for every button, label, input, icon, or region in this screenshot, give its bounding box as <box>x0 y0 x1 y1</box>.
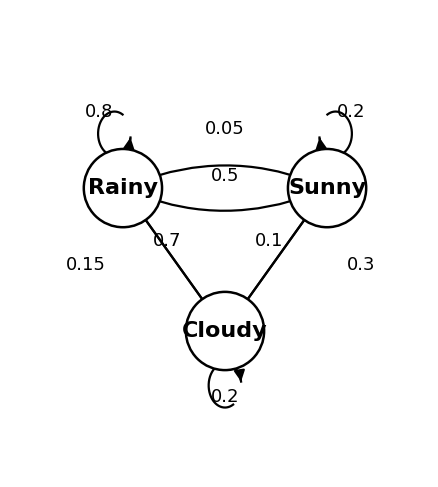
Text: Sunny: Sunny <box>287 178 365 198</box>
Circle shape <box>287 149 365 227</box>
Text: 0.3: 0.3 <box>346 256 374 274</box>
Text: Cloudy: Cloudy <box>182 321 267 341</box>
Text: 0.1: 0.1 <box>254 232 283 250</box>
Text: 0.05: 0.05 <box>205 119 244 137</box>
Text: 0.8: 0.8 <box>85 103 113 121</box>
Text: 0.5: 0.5 <box>210 167 239 185</box>
Circle shape <box>185 292 264 370</box>
Text: 0.15: 0.15 <box>65 256 105 274</box>
Text: Rainy: Rainy <box>88 178 158 198</box>
Circle shape <box>84 149 162 227</box>
Text: 0.2: 0.2 <box>336 103 364 121</box>
Text: 0.2: 0.2 <box>210 388 239 406</box>
Text: 0.7: 0.7 <box>152 232 181 250</box>
